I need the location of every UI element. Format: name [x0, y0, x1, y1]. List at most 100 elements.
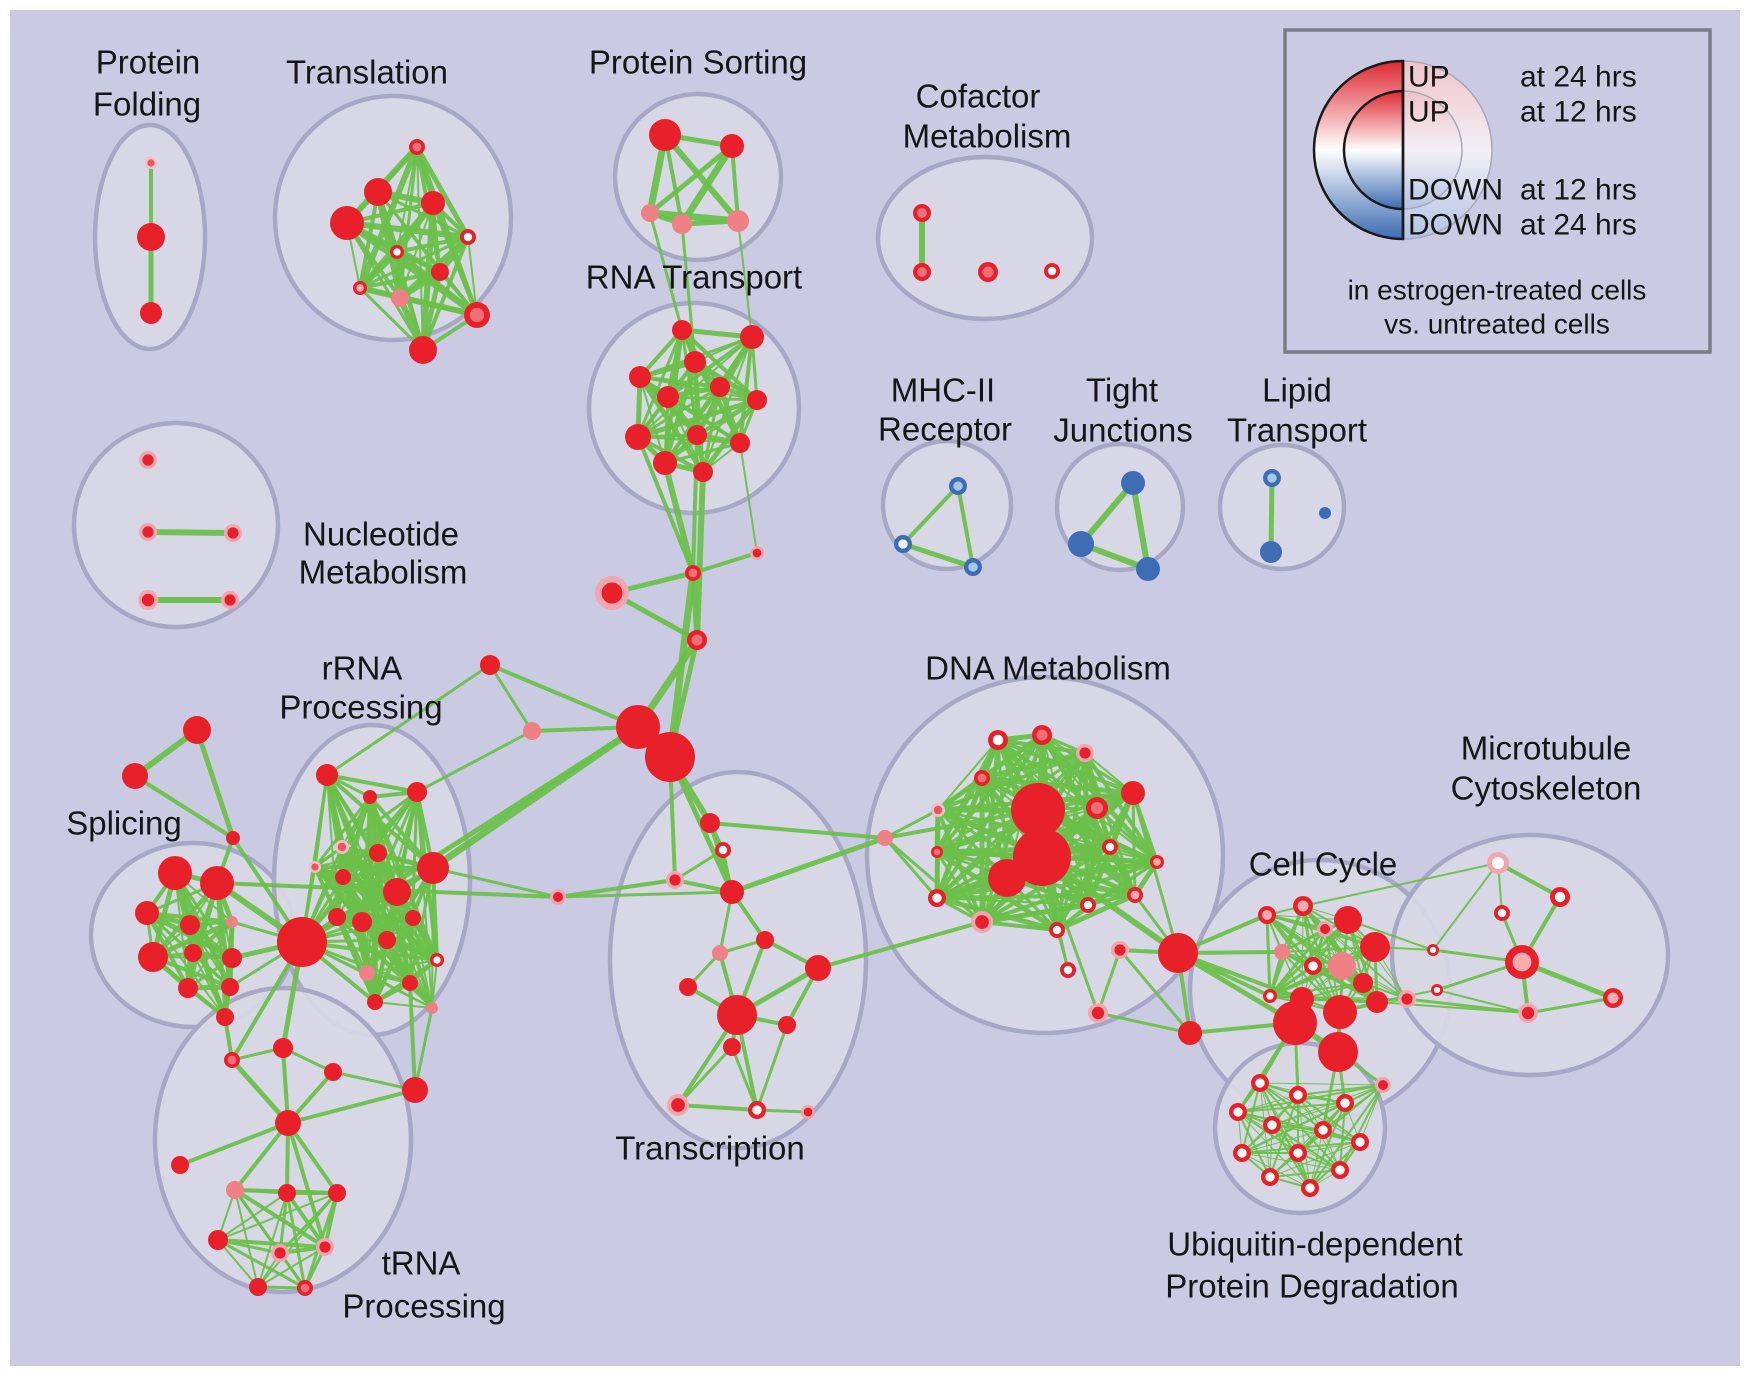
edge [1131, 791, 1137, 897]
label-transcription: Transcription [615, 1130, 805, 1167]
graph-node-center [412, 142, 422, 152]
edge [936, 776, 984, 812]
edge [979, 775, 1136, 796]
graph-node-center [898, 539, 908, 549]
edge [1268, 927, 1327, 998]
edge [286, 1121, 339, 1195]
graph-node [180, 915, 200, 935]
graph-node [275, 1110, 301, 1136]
edge [691, 551, 759, 575]
edge [217, 1192, 288, 1241]
graph-node-center [917, 267, 927, 277]
graph-node-center [1079, 747, 1091, 759]
graph-node-center [393, 248, 401, 256]
graph-node [277, 917, 327, 967]
label-dna-metabolism: DNA Metabolism [925, 650, 1171, 687]
graph-node [402, 1077, 428, 1103]
legend-box [1283, 28, 1712, 354]
edge [133, 774, 235, 840]
legend-direction-3: DOWN [1408, 209, 1503, 242]
graph-node-center [1433, 986, 1441, 994]
label-tight-junctions: Junctions [1053, 412, 1192, 449]
bubble-trna-processing [152, 985, 414, 1295]
edge [883, 836, 939, 900]
graph-node-center [1233, 1107, 1243, 1117]
legend-time-3: at 24 hrs [1520, 209, 1637, 242]
graph-node [727, 210, 749, 232]
graph-node-center [1091, 1006, 1105, 1020]
legend-direction-2: DOWN [1408, 174, 1503, 207]
edge [676, 1103, 759, 1112]
graph-node [171, 1156, 189, 1174]
graph-node-center [311, 863, 319, 871]
edge [1302, 862, 1499, 907]
graph-node-center [1266, 992, 1274, 1000]
graph-node-center [968, 562, 978, 572]
graph-node [629, 366, 651, 388]
edge [934, 895, 1060, 933]
edge [708, 821, 887, 840]
graph-node [747, 390, 767, 410]
edge [216, 1238, 307, 1290]
edge [488, 663, 534, 733]
edge [1131, 791, 1180, 955]
edge [648, 211, 684, 332]
graph-node-center [718, 845, 728, 855]
edge [937, 739, 999, 811]
graph-node [1158, 933, 1198, 973]
edge [1281, 946, 1376, 953]
graph-node-center [433, 956, 441, 964]
label-mhc-ii-receptor: MHC-II [891, 372, 995, 409]
graph-node [717, 995, 757, 1035]
edge [358, 270, 442, 290]
label-rna-transport: RNA Transport [586, 259, 802, 296]
graph-node-center [1265, 1172, 1275, 1182]
legend-inner-left-half [1342, 89, 1405, 211]
nodes [122, 119, 1623, 1296]
edge [286, 1088, 417, 1125]
edge [286, 1121, 327, 1249]
graph-node-center [1305, 1183, 1315, 1193]
graph-node [672, 320, 692, 340]
graph-node [693, 462, 713, 482]
graph-node-center [469, 307, 485, 323]
graph-node-center [691, 634, 703, 646]
label-tight-junctions: Tight [1086, 372, 1158, 409]
graph-node-center [1491, 856, 1505, 870]
edge [556, 890, 734, 899]
edge [431, 867, 434, 1009]
label-microtubule-cytoskeleton: Cytoskeleton [1451, 770, 1642, 807]
edge [738, 335, 754, 445]
graph-node [1353, 973, 1373, 993]
graph-node [1011, 783, 1065, 837]
graph-node [431, 263, 449, 281]
graph-node-center [752, 548, 762, 558]
label-rrna-processing: Processing [279, 689, 442, 726]
graph-node-center [1293, 1090, 1303, 1100]
graph-node [359, 965, 375, 981]
graph-node [1121, 471, 1145, 495]
graph-node [200, 866, 234, 900]
edge [676, 1045, 734, 1107]
graph-node [140, 302, 162, 324]
edge [980, 860, 1159, 924]
graph-node [183, 716, 211, 744]
edge [755, 1023, 789, 1112]
graph-node [249, 1278, 267, 1296]
edge [1096, 948, 1122, 1015]
edge [336, 916, 414, 919]
edge [901, 484, 960, 546]
cluster-labels: Protein Folding Translation Protein Sorting… [66, 44, 1641, 1325]
edge [1268, 475, 1275, 555]
graph-node [328, 1184, 346, 1202]
graph-node [1366, 991, 1388, 1013]
label-lipid-transport: Lipid [1262, 372, 1332, 409]
graph-node [805, 955, 831, 981]
graph-node [710, 377, 730, 397]
graph-node [1013, 828, 1071, 886]
graph-node [625, 424, 651, 450]
graph-node-center [953, 481, 963, 491]
graph-node-center [688, 568, 698, 578]
edge [216, 1238, 327, 1249]
